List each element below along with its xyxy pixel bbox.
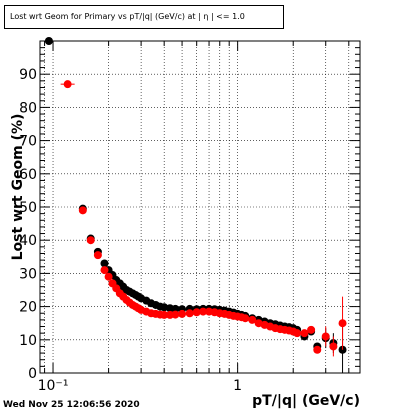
data-point	[160, 310, 169, 319]
y-tick-label: 90	[19, 67, 37, 83]
series-group	[41, 37, 347, 373]
y-tick-label: 10	[19, 333, 37, 349]
grid	[40, 41, 360, 373]
y-tick-label: 0	[28, 366, 37, 382]
data-point	[171, 304, 180, 313]
data-point	[293, 329, 302, 338]
series-2	[60, 80, 347, 357]
data-point	[192, 308, 201, 317]
data-point	[78, 206, 87, 215]
data-point	[307, 325, 316, 334]
y-tick-labels: 0 10 20 30 40 50 60 70 80 90	[19, 67, 37, 382]
data-point	[93, 251, 102, 260]
data-point	[86, 236, 95, 245]
y-tick-label: 30	[19, 266, 37, 282]
data-point	[178, 309, 187, 318]
series-1	[41, 37, 347, 373]
data-point	[329, 342, 338, 351]
y-tick-label: 50	[19, 200, 37, 216]
timestamp: Wed Nov 25 12:06:56 2020	[3, 400, 140, 410]
y-tick-label: 80	[19, 100, 37, 116]
y-tick-label: 60	[19, 167, 37, 183]
x-tick-labels: 10⁻¹ 1	[38, 378, 242, 394]
data-point	[248, 315, 257, 324]
y-axis-label: Lost wrt Geom (%)	[10, 114, 26, 261]
x-tick-label: 1	[233, 378, 242, 394]
x-axis-label: pT/|q| (GeV/c)	[252, 393, 360, 409]
data-point	[100, 259, 109, 268]
data-point	[104, 272, 113, 281]
data-point	[171, 310, 180, 319]
data-point	[300, 329, 309, 338]
data-point	[63, 80, 72, 89]
data-point	[338, 319, 347, 328]
data-point	[44, 37, 53, 45]
data-point	[313, 345, 322, 354]
data-point	[100, 266, 109, 275]
data-point	[241, 314, 250, 323]
data-point	[185, 309, 194, 318]
x-tick-label: 10⁻¹	[38, 378, 69, 394]
chart-title: Lost wrt Geom for Primary vs pT/|q| (GeV…	[4, 5, 284, 29]
y-tick-label: 20	[19, 300, 37, 316]
y-tick-label: 40	[19, 233, 37, 249]
data-point	[199, 307, 208, 316]
y-tick-label: 70	[19, 134, 37, 150]
data-point	[321, 332, 330, 341]
